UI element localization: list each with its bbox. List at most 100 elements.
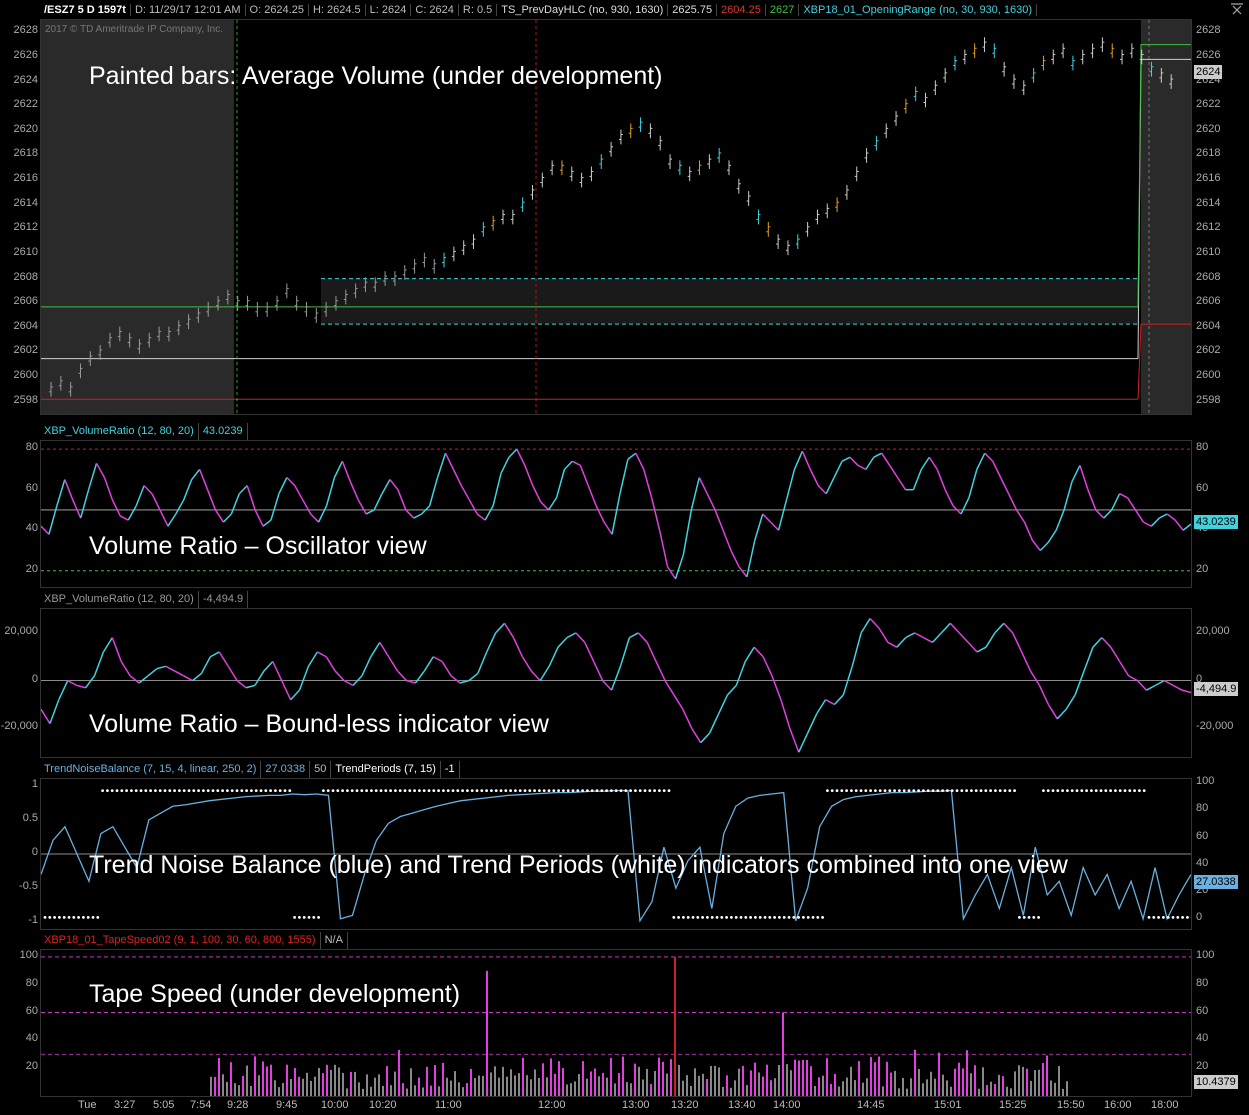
copyright-text: 2017 © TD Ameritrade IP Company, Inc. xyxy=(45,24,224,35)
trend-period-dot xyxy=(744,916,748,919)
trend-period-dot xyxy=(749,916,752,919)
trend-period-dot xyxy=(797,916,800,919)
trend-period-dot xyxy=(1027,916,1031,919)
vr-bound-segment xyxy=(432,656,443,663)
vr-bound-header[interactable]: XBP_VolumeRatio (12, 80, 20) -4,494.9 xyxy=(40,591,249,608)
vr-osc-segment xyxy=(1150,517,1160,527)
trend-period-dot xyxy=(1109,789,1112,792)
trend-period-dot xyxy=(365,789,368,792)
vr-osc-header[interactable]: XBP_VolumeRatio (12, 80, 20) 43.0239 xyxy=(40,423,248,440)
vr-osc-segment xyxy=(476,513,486,521)
price-bar xyxy=(795,234,800,250)
price-bar xyxy=(107,332,112,348)
vr-bound-segment xyxy=(735,661,746,686)
price-bar xyxy=(903,98,908,114)
vr-bound-title[interactable]: XBP_VolumeRatio (12, 80, 20) xyxy=(40,591,199,608)
vr-bound-segment xyxy=(887,641,898,648)
y-tick-label: 2606 xyxy=(1196,295,1221,308)
tnb-pane[interactable] xyxy=(40,778,1192,930)
vr-osc-segment xyxy=(484,505,494,521)
vr-bound-segment xyxy=(406,679,416,684)
tape-title[interactable]: XBP18_01_TapeSpeed02 (9, 1, 100, 30, 60,… xyxy=(40,932,321,949)
vr-osc-segment xyxy=(325,477,336,507)
price-bar xyxy=(1090,43,1095,59)
trend-period-dot xyxy=(341,789,344,792)
trend-period-dot xyxy=(398,789,402,792)
vr-bound-overlay-text: Volume Ratio – Bound-less indicator view xyxy=(89,710,549,738)
study1-label[interactable]: TS_PrevDayHLC (no, 930, 1630) xyxy=(497,3,669,16)
vr-bound-pane[interactable] xyxy=(40,608,1192,758)
trend-period-dot xyxy=(422,789,426,792)
vr-osc-segment xyxy=(674,554,685,580)
x-tick-label: 3:27 xyxy=(114,1099,136,1111)
tnb-title[interactable]: TrendNoiseBalance (7, 15, 4, linear, 250… xyxy=(40,761,262,778)
trend-period-dot xyxy=(230,789,234,792)
vr-osc-segment xyxy=(999,477,1010,495)
vr-osc-segment xyxy=(1174,519,1184,531)
trend-period-dot xyxy=(67,916,71,919)
trend-period-dot xyxy=(1066,789,1069,792)
vr-osc-pane[interactable] xyxy=(40,440,1192,588)
tape-header[interactable]: XBP18_01_TapeSpeed02 (9, 1, 100, 30, 60,… xyxy=(40,932,348,949)
y-tick-label: 2604 xyxy=(13,319,38,332)
y-tick-label: 2614 xyxy=(1196,196,1221,209)
trend-period-dot xyxy=(552,789,556,792)
trend-periods-title[interactable]: TrendPeriods (7, 15) xyxy=(331,761,441,778)
x-tick-label: 18:00 xyxy=(1151,1099,1179,1111)
price-bar xyxy=(677,160,682,176)
price-bar xyxy=(157,326,162,342)
vr-bound-segment xyxy=(67,679,78,687)
trend-period-dot xyxy=(614,789,618,792)
trend-period-dot xyxy=(859,789,863,792)
trend-period-dot xyxy=(346,789,349,792)
tnb-header[interactable]: TrendNoiseBalance (7, 15, 4, linear, 250… xyxy=(40,761,460,778)
trend-period-dot xyxy=(96,916,100,919)
vr-bound-segment xyxy=(290,689,301,701)
trend-period-dot xyxy=(437,789,440,792)
vr-bound-segment xyxy=(548,646,559,667)
vr-bound-segment xyxy=(1056,708,1067,720)
vr-osc-segment xyxy=(1134,509,1145,523)
trend-period-dot xyxy=(682,916,685,919)
study2-label[interactable]: XBP18_01_OpeningRange (no, 30, 930, 1630… xyxy=(799,3,1038,16)
vr-osc-segment xyxy=(920,456,930,470)
vr-osc-segment xyxy=(159,509,169,527)
vr-osc-value: 43.0239 xyxy=(199,423,248,440)
trend-period-dot xyxy=(442,789,445,792)
trend-period-dot xyxy=(1171,916,1175,919)
vr-bound-segment xyxy=(1047,704,1058,720)
trend-period-dot xyxy=(821,916,824,919)
collapse-icon[interactable] xyxy=(1229,2,1245,16)
trend-period-dot xyxy=(888,789,892,792)
trend-period-dot xyxy=(960,789,964,792)
vr-bound-segment xyxy=(263,661,274,672)
y-tick-label: 20,000 xyxy=(1196,624,1230,637)
price-pane[interactable]: 2017 © TD Ameritrade IP Company, Inc. xyxy=(40,19,1192,415)
trend-period-dot xyxy=(686,916,690,919)
price-bar xyxy=(1061,43,1066,59)
tape-pane[interactable] xyxy=(40,949,1192,1097)
tnb-value: 27.0338 xyxy=(261,761,311,778)
trend-period-dot xyxy=(1114,789,1117,792)
trend-period-dot xyxy=(58,916,61,919)
price-bar xyxy=(1041,55,1046,71)
trend-period-dot xyxy=(245,789,249,792)
trend-period-dot xyxy=(691,916,695,919)
trend-period-dot xyxy=(931,789,935,792)
y-tick-label: 1 xyxy=(31,777,38,790)
vr-osc-title[interactable]: XBP_VolumeRatio (12, 80, 20) xyxy=(40,423,199,440)
trend-period-dot xyxy=(1051,789,1055,792)
price-bar xyxy=(658,135,663,151)
vr-bound-segment xyxy=(459,679,470,684)
trend-period-dot xyxy=(235,789,239,792)
vr-osc-segment xyxy=(579,465,589,486)
y-tick-label: 2624 xyxy=(13,73,38,86)
y-tick-label: -0.5 xyxy=(19,880,38,893)
trend-period-dot xyxy=(158,789,162,792)
vr-osc-segment xyxy=(516,448,526,466)
vr-bound-segment xyxy=(1136,680,1147,691)
vr-osc-segment xyxy=(944,489,954,507)
trend-period-dot xyxy=(994,789,997,792)
symbol-label[interactable]: /ESZ7 5 D 1597t xyxy=(40,3,131,16)
price-bar xyxy=(854,166,859,182)
